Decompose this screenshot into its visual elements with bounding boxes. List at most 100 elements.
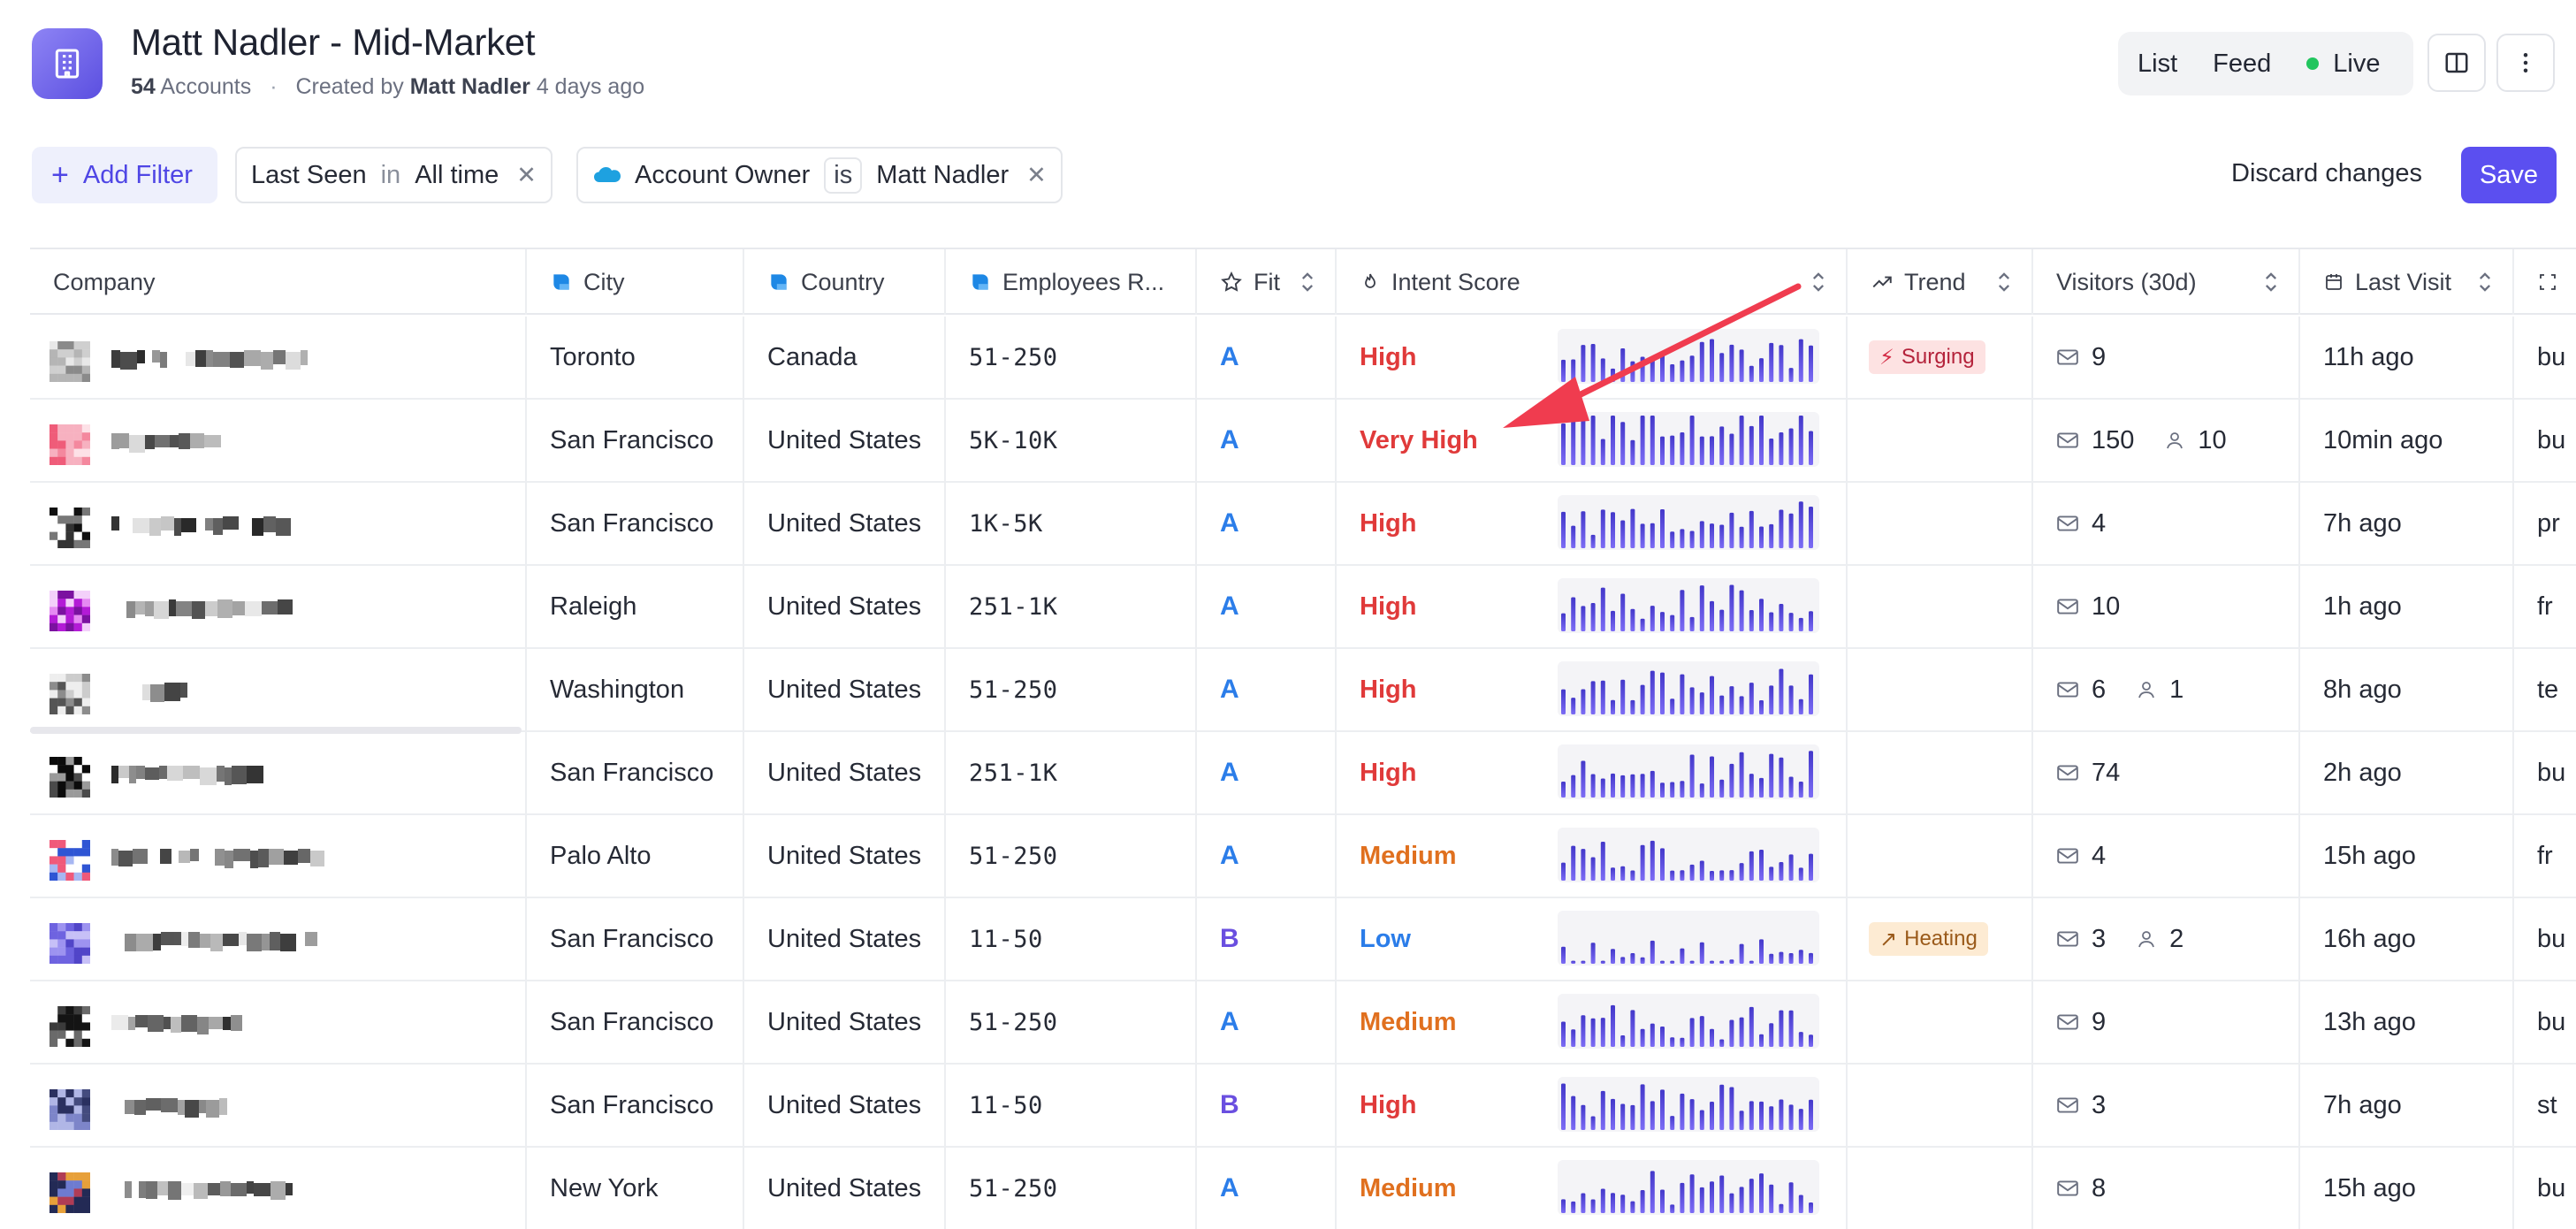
filter-chip-last-seen[interactable]: Last Seen in All time ✕ — [235, 147, 553, 203]
table-row[interactable]: San Francisco United States 51-250 A Med… — [30, 981, 2576, 1065]
view-list-button[interactable]: List — [2138, 49, 2178, 78]
table-row[interactable]: San Francisco United States 251-1K A Hig… — [30, 732, 2576, 815]
table-row[interactable]: Toronto Canada 51-250 A High ⚡ Surging 9 … — [30, 317, 2576, 400]
calendar-icon — [2323, 271, 2344, 294]
employees-cell: 51-250 — [946, 649, 1197, 730]
intent-cell: High — [1337, 483, 1848, 564]
sort-icon[interactable] — [1299, 271, 1315, 300]
discard-changes-button[interactable]: Discard changes — [2231, 159, 2422, 187]
visitors-cell: 9 — [2033, 317, 2300, 398]
last-visit-cell: 8h ago — [2300, 649, 2514, 730]
table-row[interactable]: San Francisco United States 11-50 B High… — [30, 1065, 2576, 1148]
filter-chip-account-owner[interactable]: Account Owner is Matt Nadler ✕ — [576, 147, 1063, 203]
mail-icon — [2056, 763, 2079, 782]
add-filter-button[interactable]: + Add Filter — [32, 147, 217, 203]
sort-icon[interactable] — [1810, 271, 1826, 300]
employees-cell: 11-50 — [946, 1065, 1197, 1146]
company-name[interactable] — [111, 433, 221, 453]
country-cell: United States — [744, 566, 946, 647]
visitor-count: 8 — [2092, 1173, 2107, 1202]
company-cell[interactable] — [30, 898, 527, 980]
save-button[interactable]: Save — [2461, 147, 2557, 203]
table-row[interactable]: Palo Alto United States 51-250 A Medium … — [30, 815, 2576, 898]
last-visit-cell: 15h ago — [2300, 1148, 2514, 1229]
intent-label: High — [1360, 592, 1417, 621]
fit-cell: A — [1197, 981, 1337, 1063]
column-header-visitors[interactable]: Visitors (30d) — [2033, 249, 2300, 315]
company-name[interactable] — [111, 1098, 227, 1118]
table-row[interactable]: New York United States 51-250 A Medium 8… — [30, 1148, 2576, 1229]
extra-cell: pr — [2537, 508, 2560, 538]
mail-icon — [2056, 597, 2079, 616]
table-row[interactable]: Washington United States 51-250 A High 6… — [30, 649, 2576, 732]
company-cell[interactable] — [30, 649, 527, 730]
column-header-company[interactable]: Company — [30, 249, 527, 315]
company-name[interactable] — [111, 849, 332, 868]
company-cell[interactable] — [30, 317, 527, 398]
trend-cell — [1848, 815, 2033, 897]
column-header-city[interactable]: City — [527, 249, 744, 315]
building-icon — [32, 28, 103, 99]
company-name[interactable] — [111, 599, 293, 619]
visitors-cell: 4 — [2033, 483, 2300, 564]
table-row[interactable]: San Francisco United States 11-50 B Low … — [30, 898, 2576, 981]
visitors-cell: 4 — [2033, 815, 2300, 897]
close-icon[interactable]: ✕ — [1026, 161, 1047, 188]
company-logo — [50, 341, 90, 382]
mail-icon — [2056, 431, 2079, 450]
visitor-count: 74 — [2092, 758, 2121, 787]
country-cell: United States — [744, 1065, 946, 1146]
column-label: Visitors (30d) — [2056, 268, 2197, 295]
column-header-more[interactable] — [2514, 249, 2576, 315]
table-row[interactable]: San Francisco United States 1K-5K A High… — [30, 483, 2576, 566]
column-header-fit[interactable]: Fit — [1197, 249, 1337, 315]
employees-cell: 51-250 — [946, 317, 1197, 398]
visitor-count: 3 — [2092, 1090, 2107, 1119]
intent-sparkline — [1558, 1160, 1819, 1215]
company-cell[interactable] — [30, 1148, 527, 1229]
sort-icon[interactable] — [2263, 271, 2279, 300]
country-cell: United States — [744, 649, 946, 730]
trend-badge: ⚡ Surging — [1869, 340, 1985, 374]
last-visit-cell: 7h ago — [2300, 483, 2514, 564]
company-name[interactable] — [111, 683, 187, 702]
sort-icon[interactable] — [1996, 271, 2012, 300]
intent-sparkline — [1558, 744, 1819, 799]
sort-icon[interactable] — [2477, 271, 2493, 300]
more-options-button[interactable] — [2496, 34, 2555, 92]
table-row[interactable]: San Francisco United States 5K-10K A Ver… — [30, 400, 2576, 483]
view-feed-button[interactable]: Feed — [2213, 49, 2272, 78]
company-name[interactable] — [111, 1015, 242, 1034]
view-live-button[interactable]: Live — [2306, 50, 2380, 79]
column-header-country[interactable]: Country — [744, 249, 946, 315]
company-cell[interactable] — [30, 1065, 527, 1146]
visitor-count: 9 — [2092, 342, 2107, 371]
user-icon — [2136, 679, 2157, 700]
company-logo — [50, 1006, 90, 1047]
column-header-intent-score[interactable]: Intent Score — [1337, 249, 1848, 315]
company-name[interactable] — [111, 766, 263, 785]
intent-sparkline — [1558, 412, 1819, 467]
company-cell[interactable] — [30, 400, 527, 481]
column-header-employees[interactable]: Employees R... — [946, 249, 1197, 315]
company-cell[interactable] — [30, 815, 527, 897]
company-cell[interactable] — [30, 732, 527, 813]
close-icon[interactable]: ✕ — [516, 161, 537, 188]
mail-icon — [2056, 1179, 2079, 1198]
last-visit-cell: 11h ago — [2300, 317, 2514, 398]
panel-toggle-button[interactable] — [2427, 34, 2486, 92]
company-name[interactable] — [111, 350, 308, 370]
company-cell[interactable] — [30, 981, 527, 1063]
column-header-trend[interactable]: Trend — [1848, 249, 2033, 315]
table-row[interactable]: Raleigh United States 251-1K A High 10 1… — [30, 566, 2576, 649]
company-name[interactable] — [111, 932, 317, 951]
company-name[interactable] — [111, 516, 291, 536]
city-cell: San Francisco — [527, 732, 744, 813]
column-header-last-visit[interactable]: Last Visit — [2300, 249, 2514, 315]
company-name[interactable] — [111, 1181, 293, 1201]
company-cell[interactable] — [30, 566, 527, 647]
created-by-label: Created by — [295, 74, 404, 99]
visitors-cell: 9 — [2033, 981, 2300, 1063]
company-cell[interactable] — [30, 483, 527, 564]
city-cell: San Francisco — [527, 1065, 744, 1146]
